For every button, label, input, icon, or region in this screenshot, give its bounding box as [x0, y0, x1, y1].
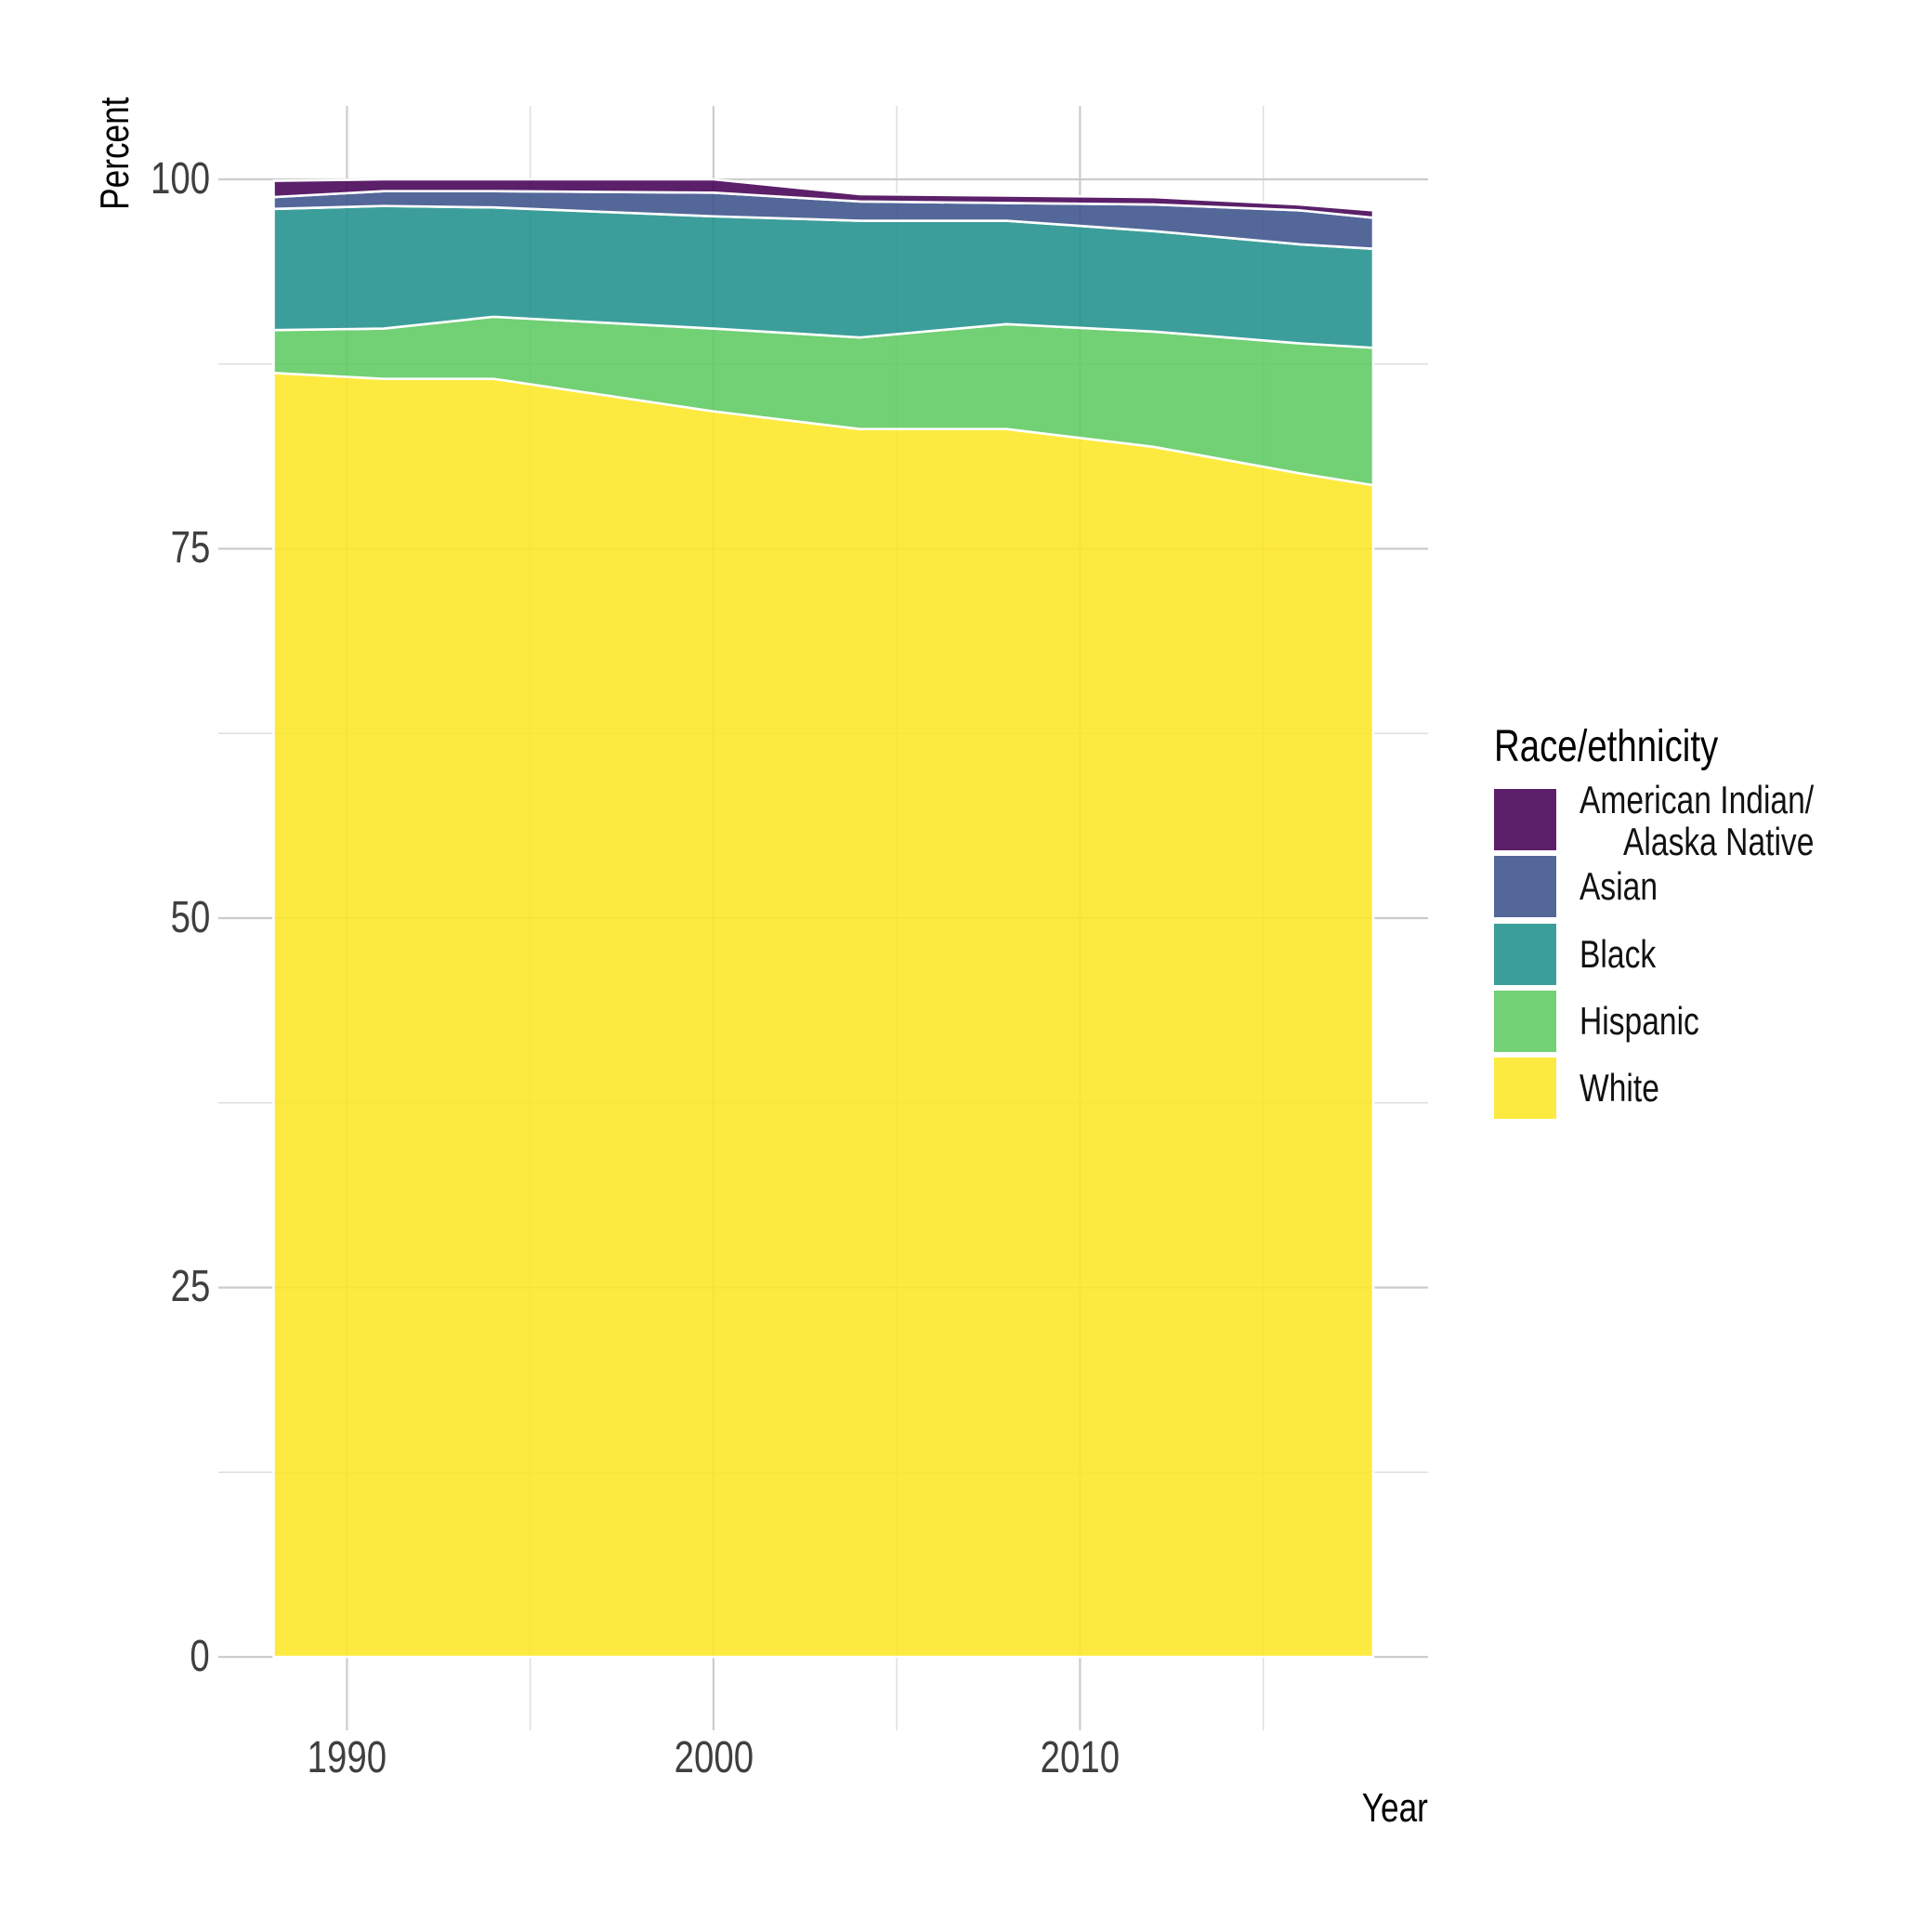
- x-tick-label-1990: 1990: [307, 1733, 387, 1782]
- area-white: [272, 371, 1375, 1659]
- x-axis-title: Year: [1361, 1785, 1428, 1831]
- legend-label-black: Black: [1580, 932, 1657, 976]
- legend-label-white: White: [1580, 1066, 1659, 1110]
- legend-swatch-black: [1494, 924, 1556, 985]
- legend-label-asian: Asian: [1580, 864, 1658, 908]
- legend-swatch-white: [1494, 1058, 1556, 1119]
- y-tick-label-100: 100: [150, 154, 210, 204]
- legend-label-hispanic: Hispanic: [1580, 999, 1699, 1043]
- y-axis-title: Percent: [92, 97, 138, 210]
- legend: Race/ethnicity American Indian/ Alaska N…: [1494, 721, 1903, 1130]
- legend-label-american-indian-alaska-native: American Indian/ Alaska Native: [1580, 778, 1815, 863]
- y-tick-label-75: 75: [170, 523, 210, 572]
- y-tick-label-50: 50: [170, 893, 210, 942]
- area-american-indian-alaska-native: [272, 177, 1375, 219]
- legend-swatch-hispanic: [1494, 991, 1556, 1052]
- x-tick-label-2010: 2010: [1040, 1733, 1120, 1782]
- legend-title: Race/ethnicity: [1494, 722, 1719, 771]
- legend-swatch-american-indian-alaska-native: [1494, 789, 1556, 850]
- y-tick-label-25: 25: [170, 1262, 210, 1311]
- legend-swatch-asian: [1494, 856, 1556, 917]
- x-tick-label-2000: 2000: [674, 1733, 754, 1782]
- y-tick-label-0: 0: [190, 1632, 210, 1681]
